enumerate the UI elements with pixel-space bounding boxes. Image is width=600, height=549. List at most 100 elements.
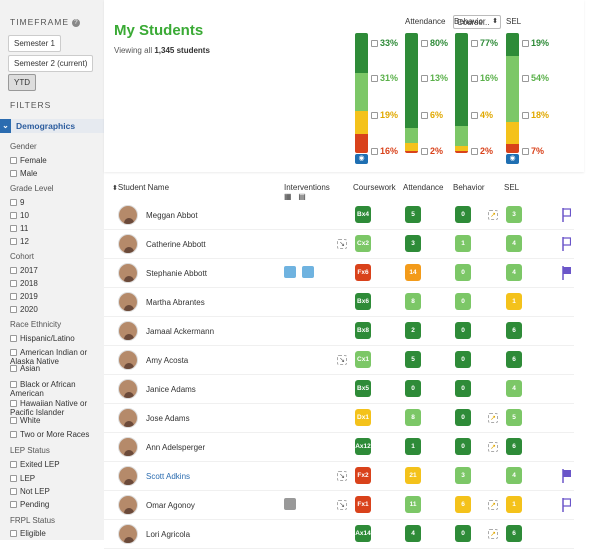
checkbox-icon[interactable] [10,199,17,206]
coursework-grade[interactable]: Fx6 [355,264,371,281]
sel-header[interactable]: SEL [504,183,520,192]
checkbox-icon[interactable] [421,112,428,119]
sel-score[interactable]: 1 [506,496,522,513]
filter-checkbox[interactable]: Exited LEP [10,460,102,469]
sel-score[interactable]: 5 [506,409,522,426]
coursework-grade[interactable]: Ax12 [355,438,371,455]
attendance-count[interactable]: 0 [405,380,421,397]
coursework-grade[interactable]: Bx6 [355,293,371,310]
summary-bar-segment[interactable] [455,33,468,127]
coursework-grade[interactable]: Ax14 [355,525,371,542]
checkbox-icon[interactable] [10,461,17,468]
filter-checkbox[interactable]: 9 [10,198,102,207]
behavior-count[interactable]: 0 [455,264,471,281]
checkbox-icon[interactable] [10,501,17,508]
flag-outline-icon[interactable] [562,237,572,251]
attendance-count[interactable]: 2 [405,322,421,339]
timeframe-ytd-button[interactable]: YTD [8,74,36,91]
trend-up-icon[interactable]: ↗ [488,413,498,423]
table-row[interactable]: Meggan Abbot Bx4 5 0 ↗ 3 [104,201,574,230]
flag-outline-icon[interactable] [562,498,572,512]
summary-bar-segment[interactable] [455,150,468,153]
attendance-count[interactable]: 11 [405,496,421,513]
summary-percent[interactable]: 18% [522,110,549,120]
trend-up-icon[interactable]: ↗ [488,442,498,452]
summary-bar-segment[interactable] [355,110,368,134]
checkbox-icon[interactable] [10,157,17,164]
attendance-count[interactable]: 8 [405,293,421,310]
table-row[interactable]: Janice Adams Bx5 0 0 4 [104,375,574,404]
summary-bar-segment[interactable] [455,145,468,151]
filter-checkbox[interactable]: Not LEP [10,487,102,496]
checkbox-icon[interactable] [10,293,17,300]
checkbox-icon[interactable] [371,75,378,82]
trend-up-icon[interactable]: ↗ [488,529,498,539]
attendance-count[interactable]: 21 [405,467,421,484]
summary-percent[interactable]: 2% [421,146,443,156]
summary-percent[interactable]: 7% [522,146,544,156]
behavior-count[interactable]: 0 [455,438,471,455]
filter-checkbox[interactable]: Two or More Races [10,430,102,439]
summary-bar-segment[interactable] [506,33,519,57]
attendance-count[interactable]: 8 [405,409,421,426]
student-name-header[interactable]: ⬍Student Name [112,183,170,192]
eye-icon[interactable]: ◉ [506,154,519,164]
filter-checkbox[interactable]: LEP [10,474,102,483]
intervention-icon[interactable] [284,498,296,510]
summary-percent[interactable]: 16% [371,146,398,156]
attendance-count[interactable]: 4 [405,525,421,542]
coursework-grade[interactable]: Cx2 [355,235,371,252]
checkbox-icon[interactable] [10,225,17,232]
summary-percent[interactable]: 19% [522,38,549,48]
filter-checkbox[interactable]: Female [10,156,102,165]
table-row[interactable]: Jamaal Ackermann Bx8 2 0 6 [104,317,574,346]
checkbox-icon[interactable] [471,148,478,155]
behavior-header[interactable]: Behavior [453,183,485,192]
behavior-count[interactable]: 6 [455,496,471,513]
trend-down-icon[interactable]: ↘ [337,239,347,249]
flag-filled-icon[interactable] [562,469,571,483]
demographics-section-toggle[interactable]: ⌄ Demographics [0,119,104,133]
flag-filled-icon[interactable] [562,266,571,280]
filter-checkbox[interactable]: 2018 [10,279,102,288]
summary-percent[interactable]: 31% [371,73,398,83]
summary-percent[interactable]: 6% [421,110,443,120]
behavior-count[interactable]: 1 [455,235,471,252]
summary-percent[interactable]: 33% [371,38,398,48]
checkbox-icon[interactable] [421,75,428,82]
summary-percent[interactable]: 54% [522,73,549,83]
attendance-count[interactable]: 5 [405,351,421,368]
summary-bar-segment[interactable] [506,56,519,123]
student-name[interactable]: Jamaal Ackermann [146,327,215,336]
filter-checkbox[interactable]: 11 [10,224,102,233]
table-row[interactable]: Omar Agonoy ↘ Fx1 11 6 ↗ 1 [104,491,574,520]
behavior-count[interactable]: 3 [455,467,471,484]
table-row[interactable]: Jose Adams Dx1 8 0 ↗ 5 [104,404,574,433]
attendance-count[interactable]: 14 [405,264,421,281]
checkbox-icon[interactable] [371,112,378,119]
behavior-count[interactable]: 0 [455,380,471,397]
intervention-icon[interactable] [302,266,314,278]
summary-percent[interactable]: 13% [421,73,448,83]
summary-percent[interactable]: 2% [471,146,493,156]
sel-score[interactable]: 3 [506,206,522,223]
trend-down-icon[interactable]: ↘ [337,500,347,510]
coursework-grade[interactable]: Fx1 [355,496,371,513]
coursework-grade[interactable]: Dx1 [355,409,371,426]
behavior-count[interactable]: 0 [455,351,471,368]
summary-percent[interactable]: 16% [471,73,498,83]
sel-score[interactable]: 4 [506,264,522,281]
attendance-header[interactable]: Attendance [403,183,444,192]
timeframe-semester-1-button[interactable]: Semester 1 [8,35,61,52]
summary-bar-segment[interactable] [405,150,418,153]
table-row[interactable]: Ann Adelsperger Ax12 1 0 ↗ 6 [104,433,574,462]
table-row[interactable]: Catherine Abbott ↘ Cx2 3 1 4 [104,230,574,259]
sel-score[interactable]: 6 [506,322,522,339]
attendance-count[interactable]: 3 [405,235,421,252]
filter-checkbox[interactable]: 10 [10,211,102,220]
checkbox-icon[interactable] [10,431,17,438]
checkbox-icon[interactable] [471,112,478,119]
checkbox-icon[interactable] [10,488,17,495]
summary-bar-segment[interactable] [355,72,368,111]
checkbox-icon[interactable] [371,40,378,47]
